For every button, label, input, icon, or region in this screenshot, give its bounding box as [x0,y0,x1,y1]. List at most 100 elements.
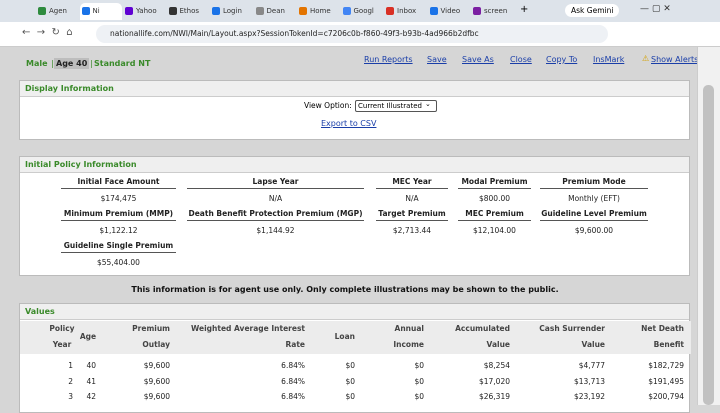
tab-icon [125,7,133,15]
tab-icon [255,7,264,15]
scrollbar[interactable] [697,47,720,405]
browser-tab[interactable]: screen [471,3,513,20]
field-value: $55,404.00 [97,258,140,267]
alert-icon: ⚠ [642,54,650,63]
header-link[interactable]: InsMark [593,55,625,64]
table-cell: $0 [414,376,424,386]
header-link[interactable]: Run Reports [364,55,413,64]
column-header: Age [79,332,97,341]
column-header: Value [581,340,605,349]
browser-tab[interactable]: Ethos [167,3,209,20]
risk-class: Standard NT [94,59,151,68]
column-header: Outlay [142,340,170,349]
content: Male | Age 40 | Standard NT Run Reports Save Sa… [0,47,699,413]
gender: Male [26,59,48,68]
column-header: Loan [334,332,355,341]
tab-icon [299,7,307,15]
table-cell: $9,600 [143,376,170,386]
nav-buttons[interactable]: ← → ↻ ⌂ [22,27,73,38]
table-cell: 1 [68,361,73,370]
table-cell: $4,777 [578,361,605,370]
column-header: Premium [132,324,170,333]
table-cell: $23,192 [573,392,605,401]
column-header: Benefit [653,340,684,349]
tab-icon [38,7,46,15]
column-header: Policy [49,324,75,333]
header-link[interactable]: Show Alerts [651,55,699,64]
export-link[interactable]: Export to CSV [321,119,377,128]
field-label: Premium Mode [540,177,648,189]
panel-title: Values [20,304,689,320]
field-value: N/A [268,194,283,203]
browser-tab[interactable]: Inbox [384,3,426,20]
column-header: Value [486,340,510,349]
browser-tab[interactable]: Ni [79,3,122,20]
field-label: Guideline Single Premium [61,241,176,253]
select-arrow: ⌄ [425,100,431,108]
browser-tab[interactable]: Login [210,3,252,20]
field-label: Initial Face Amount [61,177,176,189]
header-link[interactable]: Save [427,55,447,64]
tab-bar: Agen Ni Yahoo Ethos Login Dean Home Googl Inbox V… [0,0,720,22]
table-cell: 2 [68,376,73,386]
table-cell: $182,729 [648,361,684,370]
field-value: $9,600.00 [574,226,614,235]
window-controls[interactable]: — ▢ ✕ [640,4,671,14]
table-cell: $0 [345,392,355,401]
panel-title: Initial Policy Information [20,157,689,173]
gemini-button[interactable]: Ask Gemini [565,4,620,17]
table-cell: $0 [345,376,355,386]
table-cell: $9,600 [143,392,170,401]
tab-icon [81,7,90,15]
table-cell: 41 [86,376,96,386]
header-link[interactable]: Close [510,55,532,64]
browser-tab[interactable]: Video [428,3,470,20]
table-cell: $9,600 [143,361,170,370]
browser-tab[interactable]: Home [297,3,339,20]
header-link[interactable]: Save As [462,55,494,64]
field-value: $12,104.00 [473,226,516,235]
field-label: Guideline Level Premium [540,209,648,221]
policy-panel: Initial Policy Information Initial Face A… [19,156,690,276]
field-value: $2,713.44 [392,226,432,235]
table-header-bg [20,321,691,354]
field-label: MEC Year [376,177,448,189]
view-option-select[interactable]: Current Illustrated [355,100,437,112]
separator: | [51,59,54,68]
field-label: Modal Premium [458,177,531,189]
browser-tab[interactable]: Dean [254,3,296,20]
tab-icon [429,7,438,15]
header-link[interactable]: Copy To [546,55,578,64]
values-panel: Values Policy Year Age Premium Outlay Weighted… [19,303,691,413]
view-option-label: View Option: [304,101,352,110]
column-header: Weighted Average Interest [191,324,305,333]
column-header: Year [52,340,72,349]
browser-tab[interactable]: Yahoo [123,3,165,20]
url: nationallife.com/NWI/Main/Layout.aspx?Se… [110,29,479,38]
table-cell: $26,319 [478,392,510,401]
field-value: Monthly (EFT) [568,194,620,203]
browser-tab[interactable]: Agen [36,3,78,20]
tab-icon [342,7,351,15]
new-tab-button[interactable]: + [520,4,529,15]
tab-icon [212,7,220,15]
scroll-thumb[interactable] [703,85,714,405]
table-cell: $200,794 [648,392,684,401]
table-cell: $0 [414,361,424,370]
column-header: Annual [394,324,424,333]
table-cell: $191,495 [648,376,684,386]
field-value: $174,475 [100,194,137,203]
table-cell: 3 [68,392,73,401]
notice: This information is for agent use only. … [131,285,559,294]
table-cell: $8,254 [483,361,510,370]
column-header: Accumulated [455,324,510,333]
url-box[interactable]: nationallife.com/NWI/Main/Layout.aspx?Se… [96,25,608,43]
column-header: Income [393,340,424,349]
tab-icon [168,7,177,15]
field-label: Lapse Year [187,177,364,189]
field-value: $1,144.92 [256,226,295,235]
field-value: $800.00 [478,194,510,203]
tab-icon [386,7,394,15]
browser-tab[interactable]: Googl [341,3,383,20]
